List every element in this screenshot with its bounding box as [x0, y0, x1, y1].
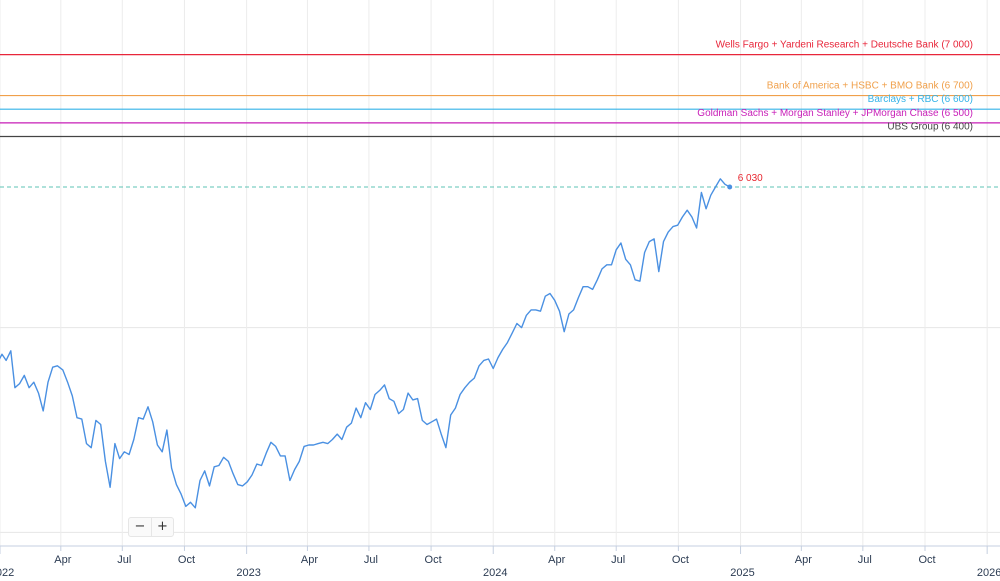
x-tick-label: Apr	[795, 554, 812, 566]
x-gridlines	[0, 0, 988, 546]
x-tick-label: Apr	[54, 554, 71, 566]
x-tick-label: Jul	[364, 554, 378, 566]
zoom-out-button[interactable]: −	[129, 518, 151, 536]
x-tick-label: 2025	[730, 567, 754, 579]
x-tick-labels: 2022 Apr Jul Oct 2023 Apr Jul Oct 2024 Apr Jul Oct 2…	[0, 546, 1000, 579]
x-tick-label: 2024	[483, 567, 507, 579]
last-value-label: 6 030	[738, 173, 763, 184]
zoom-in-button[interactable]: +	[151, 518, 173, 536]
reference-line-label: Barclays + RBC (6 600)	[868, 94, 973, 105]
x-tick-label: Oct	[178, 554, 195, 566]
reference-line-label: UBS Group (6 400)	[887, 122, 973, 133]
zoom-controls: − +	[128, 517, 174, 537]
x-tick-label: 2026	[977, 567, 1000, 579]
series-line	[0, 178, 731, 509]
reference-line-label: Bank of America + HSBC + BMO Bank (6 700…	[767, 81, 973, 92]
x-tick-label: Jul	[858, 554, 872, 566]
x-tick-label: Oct	[425, 554, 442, 566]
x-tick-label: Jul	[611, 554, 625, 566]
last-value-point[interactable]	[727, 184, 733, 190]
y-gridlines	[0, 122, 1000, 533]
x-tick-label: 2022	[0, 567, 14, 579]
x-tick-label: Apr	[301, 554, 318, 566]
x-tick-label: Jul	[117, 554, 131, 566]
x-tick-label: Apr	[548, 554, 565, 566]
price-series[interactable]: 6 030	[0, 173, 763, 509]
x-tick-label: Oct	[918, 554, 935, 566]
x-tick-label: 2023	[236, 567, 260, 579]
reference-line-label: Goldman Sachs + Morgan Stanley + JPMorga…	[697, 108, 973, 119]
reference-line-label: Wells Fargo + Yardeni Research + Deutsch…	[716, 40, 973, 51]
x-tick-label: Oct	[672, 554, 689, 566]
reference-lines: Wells Fargo + Yardeni Research + Deutsch…	[0, 40, 1000, 138]
